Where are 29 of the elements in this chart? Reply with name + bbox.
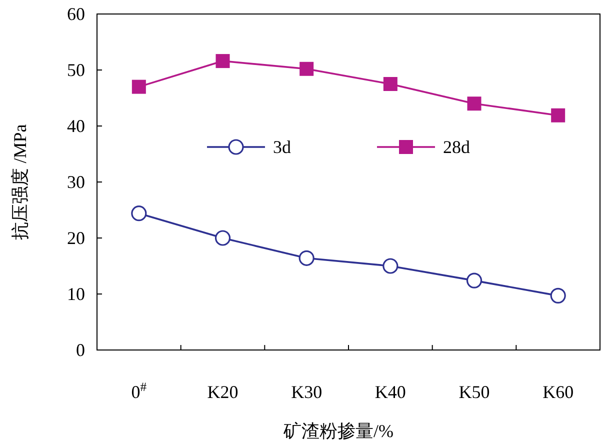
x-tick-label: K60 (542, 382, 574, 402)
x-axis-title: 矿渣粉掺量/% (282, 421, 394, 441)
y-axis-title: 抗压强度 /MPa (10, 124, 30, 240)
point (466, 272, 482, 288)
point (300, 62, 314, 76)
legend-label: 3d (273, 137, 291, 157)
point (214, 230, 231, 246)
point (382, 258, 398, 274)
x-tick-label: 0$^{#}$ (131, 380, 148, 402)
x-tick-label: K50 (458, 382, 490, 402)
point (467, 96, 482, 111)
y-tick-label: 40 (67, 116, 85, 136)
x-tick-label: K30 (291, 382, 322, 402)
y-tick-label: 0 (76, 340, 85, 360)
point (131, 206, 147, 222)
point (551, 108, 566, 122)
x-tick-label: K40 (374, 382, 406, 402)
y-tick-label: 60 (67, 4, 85, 24)
x-tick-label: K20 (207, 382, 238, 402)
y-tick-label: 50 (67, 60, 85, 80)
legend-label: 28d (443, 137, 470, 157)
point (383, 77, 398, 91)
y-tick-label: 30 (67, 172, 85, 192)
point (132, 80, 146, 94)
y-tick-label: 10 (67, 284, 85, 304)
point (298, 250, 314, 266)
point (550, 288, 566, 304)
y-tick-label: 20 (67, 228, 85, 248)
point (216, 54, 230, 68)
